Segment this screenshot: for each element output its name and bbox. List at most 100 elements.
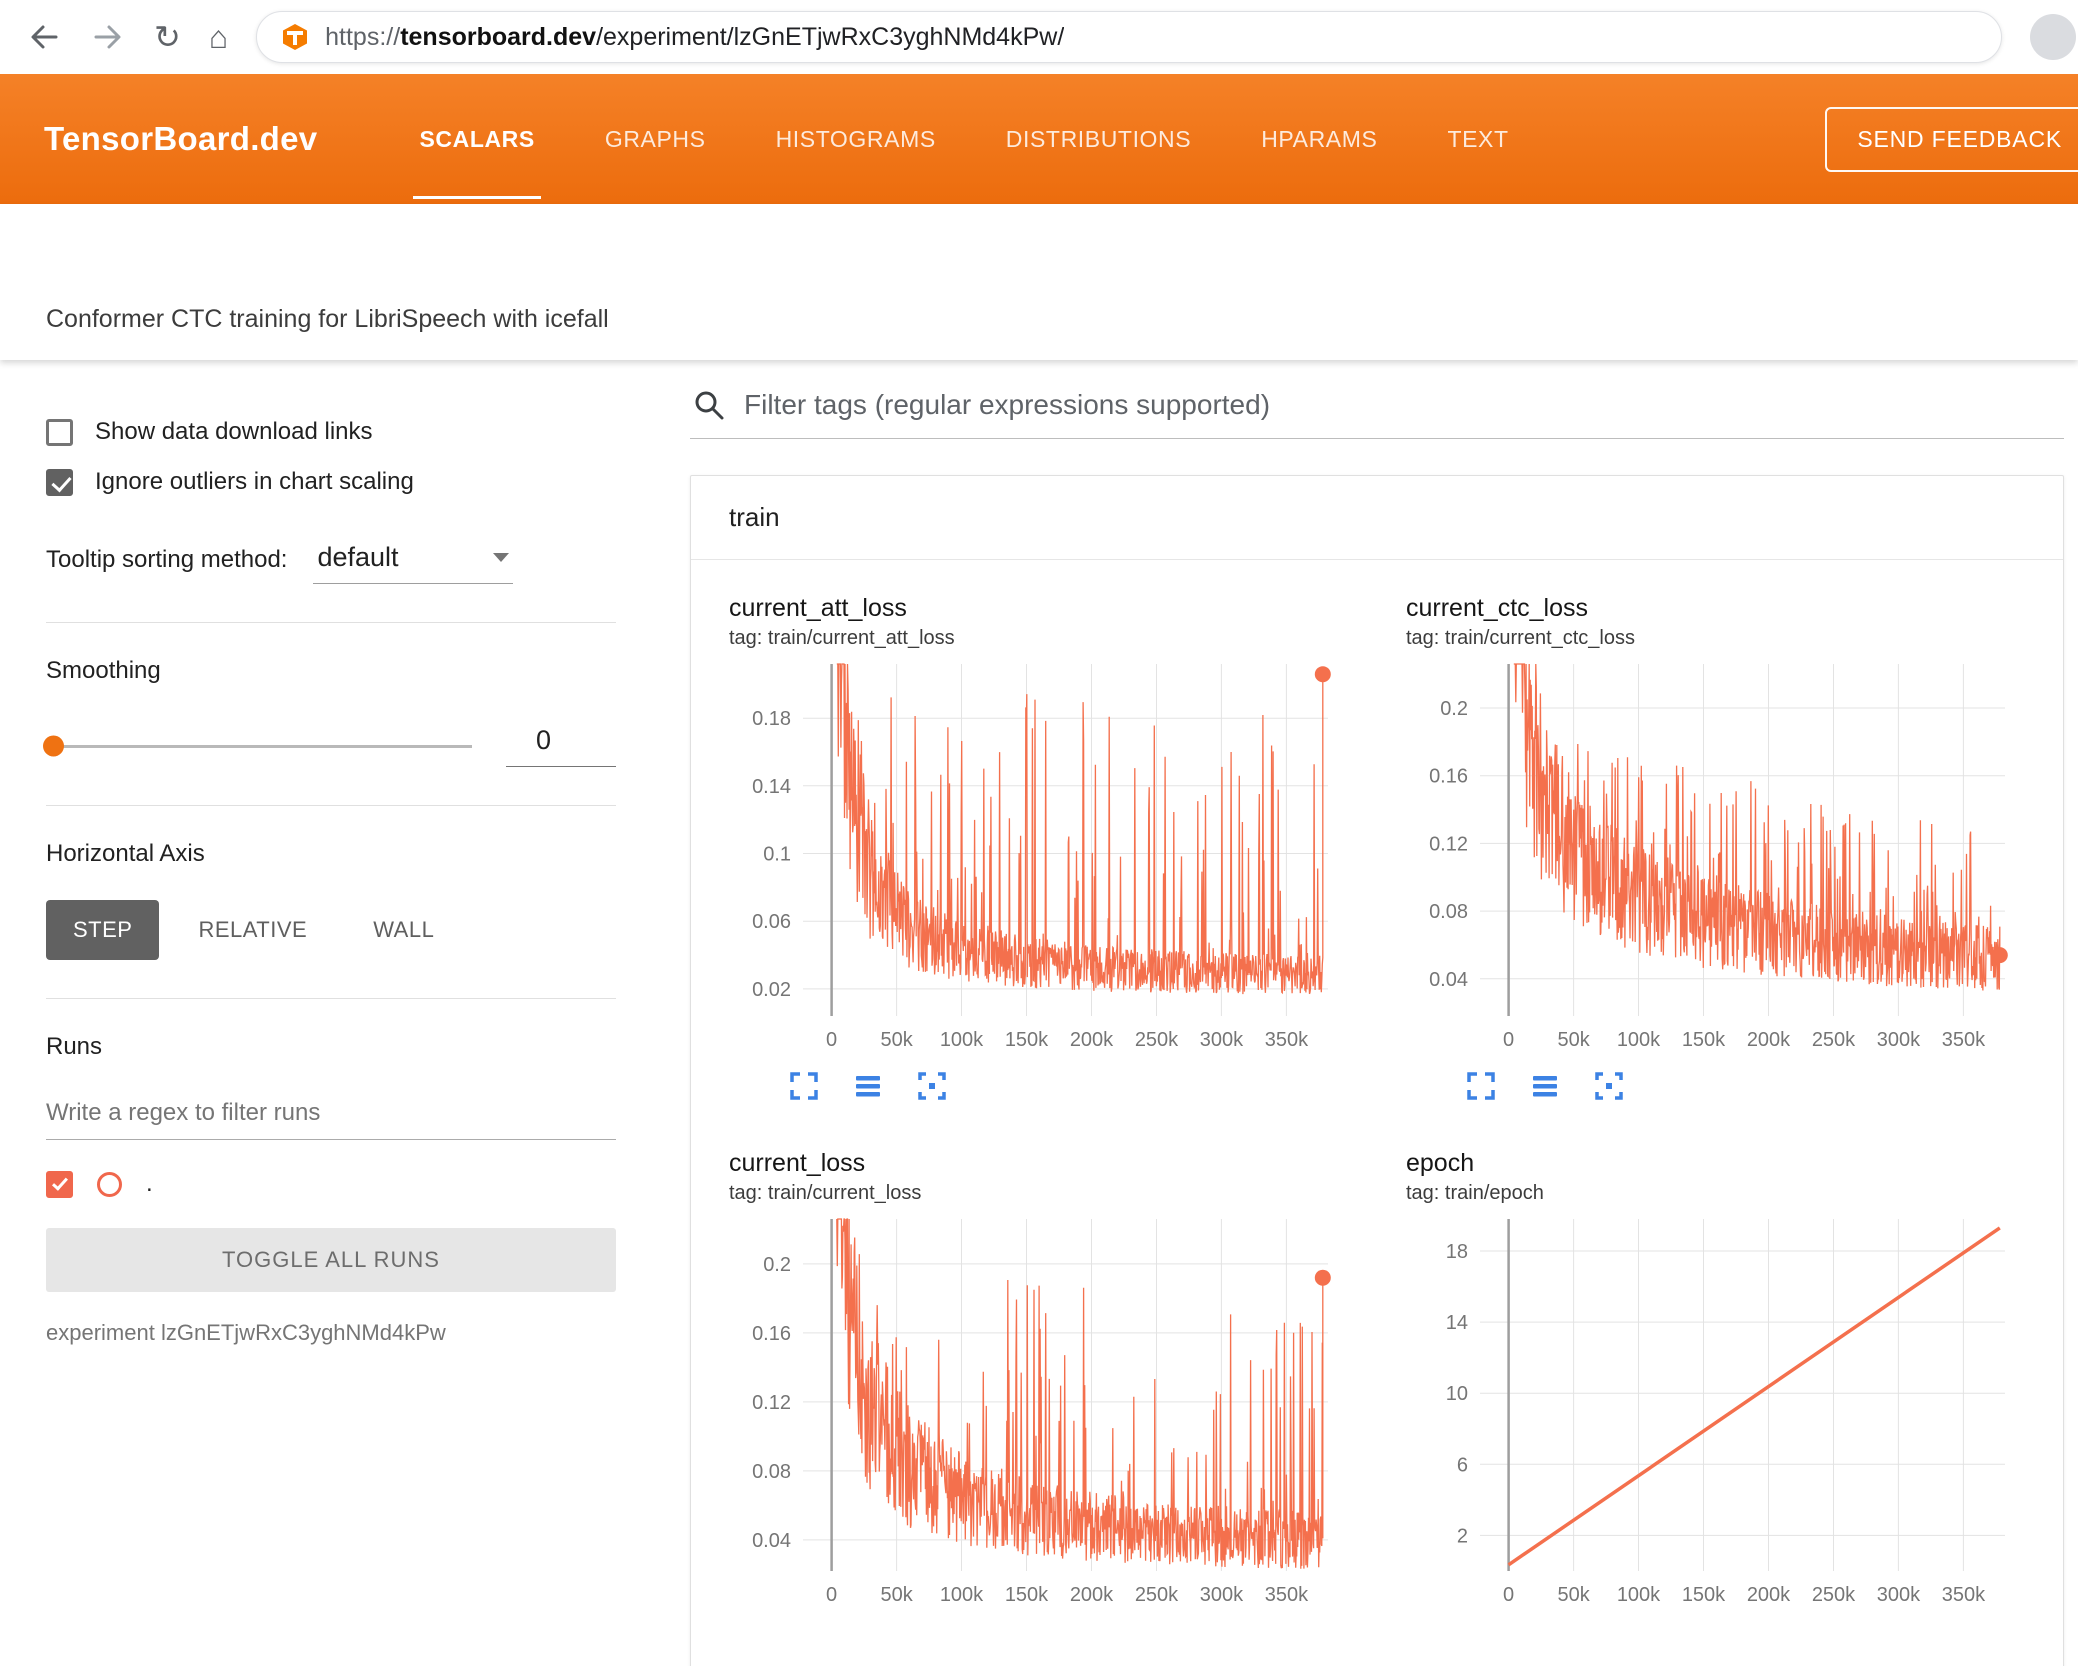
smoothing-row xyxy=(43,725,616,767)
tab-histograms[interactable]: HISTOGRAMS xyxy=(770,74,942,204)
line-chart[interactable]: 0.04 0.08 0.12 0.16 0.2 0 50k 100k 150k 200k 250k 3… xyxy=(1406,656,2043,1061)
expand-chart-icon[interactable] xyxy=(1464,1069,1498,1103)
show-download-checkbox[interactable] xyxy=(46,418,73,446)
runs-legend-icon[interactable] xyxy=(851,1069,885,1103)
smoothing-label: Smoothing xyxy=(46,657,161,684)
svg-text:300k: 300k xyxy=(1200,1584,1244,1606)
tooltip-sorting-value: default xyxy=(317,542,399,572)
fit-domain-icon[interactable] xyxy=(915,1069,949,1103)
svg-text:350k: 350k xyxy=(1265,1029,1309,1051)
chart-title: current_ctc_loss xyxy=(1406,594,1589,622)
fit-domain-icon[interactable] xyxy=(1592,1069,1626,1103)
url-text: https://tensorboard.dev/experiment/lzGnE… xyxy=(325,23,1064,52)
chart-title: current_att_loss xyxy=(729,594,907,622)
svg-text:2: 2 xyxy=(1457,1525,1468,1547)
tag-filter-row xyxy=(690,388,2064,439)
svg-text:150k: 150k xyxy=(1682,1584,1726,1606)
line-chart[interactable]: 2 6 10 14 18 0 50k 100k 150k 200k 250k 300k 350k xyxy=(1406,1211,2043,1616)
axis-step-button[interactable]: STEP xyxy=(46,900,160,960)
ignore-outliers-checkbox[interactable] xyxy=(46,468,73,496)
smoothing-slider-thumb[interactable] xyxy=(43,735,64,757)
tooltip-sorting-label: Tooltip sorting method: xyxy=(46,546,288,573)
divider xyxy=(46,805,616,806)
svg-text:0.06: 0.06 xyxy=(752,911,791,933)
line-chart[interactable]: 0.04 0.08 0.12 0.16 0.2 0 50k 100k 150k 200k 250k 3… xyxy=(729,1211,1366,1616)
tab-text[interactable]: TEXT xyxy=(1441,74,1514,204)
smoothing-slider[interactable] xyxy=(43,735,472,757)
tag-group-train[interactable]: train xyxy=(691,476,2063,560)
svg-text:0.04: 0.04 xyxy=(752,1530,791,1552)
horizontal-axis-label: Horizontal Axis xyxy=(46,840,205,867)
app-header: TensorBoard.dev SCALARS GRAPHS HISTOGRAM… xyxy=(0,74,2078,204)
svg-text:100k: 100k xyxy=(1617,1584,1661,1606)
svg-text:200k: 200k xyxy=(1070,1029,1114,1051)
svg-text:50k: 50k xyxy=(1557,1584,1590,1606)
svg-text:0: 0 xyxy=(826,1584,837,1606)
settings-sidebar: Show data download links Ignore outliers… xyxy=(0,360,660,1666)
svg-text:0.02: 0.02 xyxy=(752,979,791,1001)
runs-label: Runs xyxy=(46,1033,103,1060)
tab-hparams[interactable]: HPARAMS xyxy=(1255,74,1383,204)
tag-filter-input[interactable] xyxy=(744,389,2060,421)
tooltip-sorting-select[interactable]: default xyxy=(313,542,514,584)
nav-tabs: SCALARS GRAPHS HISTOGRAMS DISTRIBUTIONS … xyxy=(413,74,1514,204)
tooltip-sorting-row: Tooltip sorting method: default xyxy=(46,542,616,584)
axis-wall-button[interactable]: WALL xyxy=(346,900,461,960)
svg-text:200k: 200k xyxy=(1070,1584,1114,1606)
axis-relative-button[interactable]: RELATIVE xyxy=(171,900,334,960)
tab-graphs[interactable]: GRAPHS xyxy=(599,74,712,204)
svg-text:0.2: 0.2 xyxy=(763,1254,791,1276)
divider xyxy=(46,998,616,999)
home-icon[interactable]: ⌂ xyxy=(208,19,229,55)
svg-text:50k: 50k xyxy=(880,1584,913,1606)
tensorboard-logo[interactable]: TensorBoard.dev xyxy=(44,120,318,157)
horizontal-axis-buttons: STEP RELATIVE WALL xyxy=(46,900,616,960)
svg-text:150k: 150k xyxy=(1682,1029,1726,1051)
send-feedback-button[interactable]: SEND FEEDBACK xyxy=(1825,106,2078,172)
svg-text:0: 0 xyxy=(1503,1029,1514,1051)
svg-text:350k: 350k xyxy=(1942,1029,1986,1051)
chart-tag: tag: train/epoch xyxy=(1406,1182,1544,1204)
svg-text:0.18: 0.18 xyxy=(752,708,791,730)
svg-text:0.1: 0.1 xyxy=(763,844,791,866)
tensorboard-favicon xyxy=(281,23,309,51)
smoothing-value-input[interactable] xyxy=(506,725,616,767)
experiment-title: Conformer CTC training for LibriSpeech w… xyxy=(46,305,609,333)
svg-text:300k: 300k xyxy=(1877,1029,1921,1051)
chart-tag: tag: train/current_ctc_loss xyxy=(1406,627,1635,649)
tab-distributions[interactable]: DISTRIBUTIONS xyxy=(1000,74,1197,204)
chart-cell: current_ctc_loss tag: train/current_ctc_… xyxy=(1406,594,2043,1103)
runs-legend-icon[interactable] xyxy=(1528,1069,1562,1103)
svg-text:250k: 250k xyxy=(1135,1584,1179,1606)
svg-text:6: 6 xyxy=(1457,1454,1468,1476)
forward-icon[interactable] xyxy=(90,19,126,55)
avatar[interactable] xyxy=(2030,14,2076,60)
run-checkbox[interactable] xyxy=(46,1170,73,1198)
search-icon xyxy=(692,388,726,422)
expand-chart-icon[interactable] xyxy=(787,1069,821,1103)
show-download-label: Show data download links xyxy=(95,418,373,445)
line-chart[interactable]: 0.02 0.06 0.1 0.14 0.18 0 50k 100k 150k 200k 250k 3… xyxy=(729,656,1366,1061)
divider xyxy=(46,622,616,623)
svg-text:350k: 350k xyxy=(1265,1584,1309,1606)
ignore-outliers-label: Ignore outliers in chart scaling xyxy=(95,468,414,495)
run-color-swatch[interactable] xyxy=(97,1171,122,1197)
svg-text:50k: 50k xyxy=(880,1029,913,1051)
train-card: train current_att_loss tag: train/curren… xyxy=(690,475,2064,1666)
reload-icon[interactable]: ↻ xyxy=(154,19,181,55)
toggle-all-runs-button[interactable]: TOGGLE ALL RUNS xyxy=(46,1228,616,1292)
svg-text:14: 14 xyxy=(1446,1312,1468,1334)
svg-text:150k: 150k xyxy=(1005,1029,1049,1051)
runs-filter-input[interactable] xyxy=(46,1089,616,1140)
experiment-title-strip: Conformer CTC training for LibriSpeech w… xyxy=(0,204,2078,360)
svg-text:0.08: 0.08 xyxy=(752,1461,791,1483)
svg-text:0.08: 0.08 xyxy=(1429,901,1468,923)
tab-scalars[interactable]: SCALARS xyxy=(413,74,542,204)
svg-text:300k: 300k xyxy=(1200,1029,1244,1051)
svg-text:200k: 200k xyxy=(1747,1029,1791,1051)
address-bar[interactable]: https://tensorboard.dev/experiment/lzGnE… xyxy=(256,11,2002,63)
back-icon[interactable] xyxy=(26,19,62,55)
svg-text:0.16: 0.16 xyxy=(1429,766,1468,788)
run-row: . xyxy=(46,1170,616,1198)
svg-text:0.2: 0.2 xyxy=(1440,698,1468,720)
